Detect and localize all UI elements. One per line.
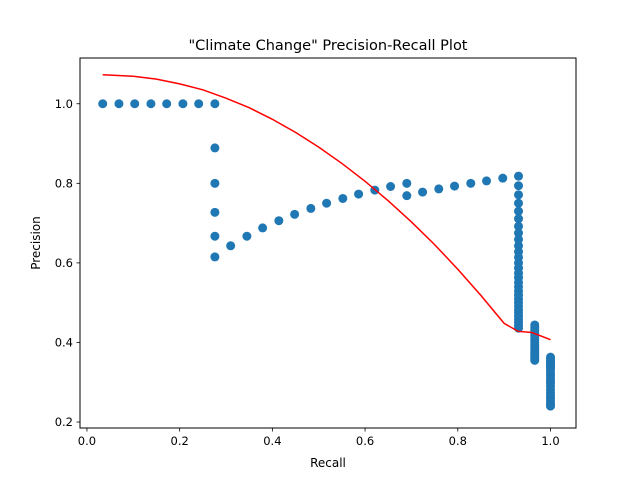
scatter-point: [514, 228, 524, 238]
scatter-point: [354, 189, 364, 199]
scatter-point: [482, 176, 492, 186]
y-tick-label: 0.8: [55, 176, 73, 190]
scatter-point: [210, 178, 220, 188]
x-tick-label: 0.8: [449, 434, 467, 448]
scatter-point: [226, 241, 236, 251]
scatter-point: [130, 99, 140, 109]
scatter-point: [306, 203, 316, 213]
y-axis-label: Precision: [29, 216, 43, 270]
y-tick-label: 1.0: [55, 97, 73, 111]
y-tick-label: 0.6: [55, 256, 73, 270]
y-tick-label: 0.2: [55, 415, 73, 429]
scatter-point: [210, 143, 220, 153]
scatter-point: [386, 182, 396, 192]
scatter-point: [210, 231, 220, 241]
scatter-point: [178, 99, 188, 109]
scatter-point: [514, 214, 524, 224]
scatter-point: [434, 184, 444, 194]
scatter-point: [98, 99, 108, 109]
scatter-point: [146, 99, 156, 109]
scatter-point: [290, 209, 300, 219]
chart-title: "Climate Change" Precision-Recall Plot: [189, 38, 468, 54]
plot-frame: [79, 57, 577, 429]
scatter-point: [162, 99, 172, 109]
scatter-point: [450, 181, 460, 191]
scatter-point: [402, 178, 412, 188]
scatter-point: [322, 198, 332, 208]
x-tick-label: 0.0: [78, 434, 96, 448]
x-tick-label: 1.0: [541, 434, 559, 448]
scatter-point: [338, 193, 348, 203]
scatter-point: [514, 171, 524, 181]
x-tick-label: 0.4: [263, 434, 281, 448]
scatter-point: [514, 206, 524, 216]
scatter-point: [514, 234, 524, 244]
scatter-point: [210, 252, 220, 262]
scatter-point: [274, 216, 284, 226]
scatter-point: [514, 221, 524, 231]
scatter-point: [530, 355, 540, 365]
x-tick-label: 0.6: [356, 434, 374, 448]
fit-curve-line: [102, 73, 551, 341]
scatter-point: [114, 99, 124, 109]
scatter-point: [498, 173, 508, 183]
y-tick-label: 0.4: [55, 335, 73, 349]
scatter-point: [242, 231, 252, 241]
scatter-point: [514, 190, 524, 200]
scatter-point: [546, 401, 556, 411]
axis-ticks: 0.0 0.2 0.4 0.6 0.8 1.0 0.2 0.4 0.6 0.8 1.0: [55, 97, 560, 448]
scatter-point: [258, 223, 268, 233]
scatter-point: [418, 187, 428, 197]
x-axis-label: Recall: [310, 456, 346, 470]
scatter-point: [514, 181, 524, 191]
scatter-point: [466, 178, 476, 188]
chart-marks: [98, 73, 556, 411]
scatter-point: [514, 198, 524, 208]
scatter-point: [210, 99, 220, 109]
scatter-point: [194, 99, 204, 109]
scatter-point: [402, 191, 412, 201]
scatter-point: [210, 207, 220, 217]
x-tick-label: 0.2: [171, 434, 189, 448]
